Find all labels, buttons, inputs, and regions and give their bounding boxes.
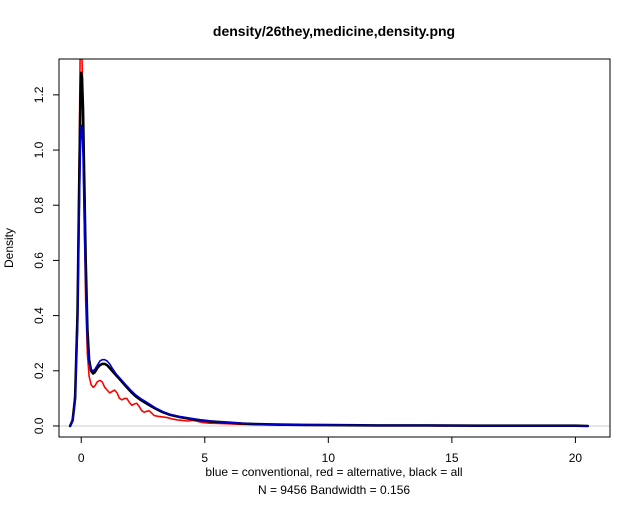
x-tick-label: 5 [201,451,208,465]
y-tick-label: 0.6 [32,252,46,269]
x-axis-label: blue = conventional, red = alternative, … [205,465,462,479]
y-tick-label: 0.2 [32,362,46,379]
chart-title: density/26they,medicine,density.png [213,23,455,39]
series-line-blue [69,124,589,427]
y-tick-label: 0.0 [32,417,46,434]
x-axis-sub-label: N = 9456 Bandwidth = 0.156 [258,483,410,497]
x-tick-label: 10 [322,451,336,465]
y-tick-label: 1.2 [32,86,46,103]
series-line-black [68,71,590,428]
y-tick-label: 0.4 [32,307,46,324]
series-layer [68,59,590,428]
y-axis: 0.0 0.2 0.4 0.6 0.8 1.0 1.2 [32,86,60,434]
x-axis: 0 5 10 15 20 [78,436,583,465]
series-line-red [69,59,448,427]
y-tick-label: 1.0 [32,141,46,158]
x-tick-label: 15 [445,451,459,465]
x-tick-label: 0 [78,451,85,465]
y-axis-label: Density [2,228,16,268]
y-tick-label: 0.8 [32,197,46,214]
x-tick-label: 20 [569,451,583,465]
plot-frame [58,58,611,438]
